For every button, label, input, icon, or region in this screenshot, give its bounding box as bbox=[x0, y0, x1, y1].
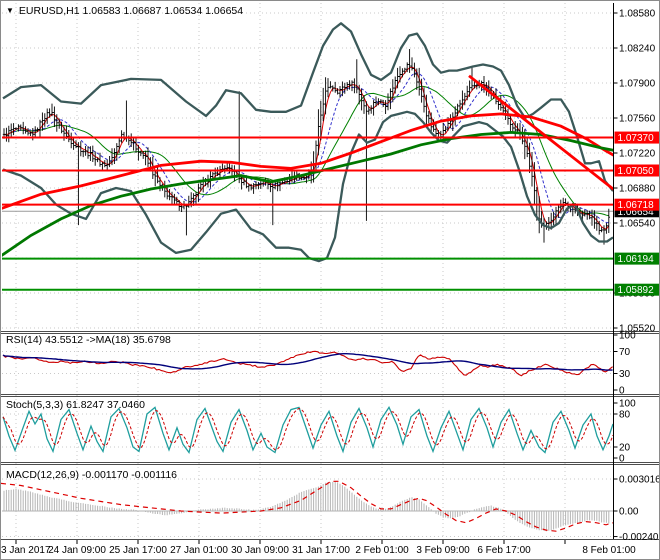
panel-separators[interactable] bbox=[1, 331, 660, 540]
bollinger-lower bbox=[2, 110, 613, 263]
axes: 1.08580 1.08240 1.07900 1.07560 1.07220 1.068… bbox=[1, 9, 660, 556]
stoch-scale-80: 80 bbox=[619, 410, 631, 421]
macd-scale-0.003016: 0.003016 bbox=[619, 475, 660, 486]
price-label-1.05520: 1.05520 bbox=[619, 324, 656, 335]
svg-text:1.06654: 1.06654 bbox=[618, 207, 655, 218]
macd-signal-line bbox=[1, 480, 614, 532]
chart-title: ▼ EURUSD,H1 1.06583 1.06687 1.06534 1.06… bbox=[6, 5, 243, 17]
time-label: 30 Jan 09:00 bbox=[231, 545, 289, 556]
time-label: 3 Feb 09:00 bbox=[416, 545, 470, 556]
symbol-dropdown-icon[interactable]: ▼ bbox=[6, 6, 14, 15]
hline-badge-1.07050 bbox=[614, 164, 659, 177]
rsi-scale-70: 70 bbox=[619, 347, 631, 358]
price-label-1.08580: 1.08580 bbox=[619, 9, 656, 20]
time-label: 24 Jan 09:00 bbox=[48, 545, 106, 556]
time-label: 31 Jan 17:00 bbox=[292, 545, 350, 556]
hline-badge-1.05892 bbox=[614, 283, 659, 296]
svg-text:1.07370: 1.07370 bbox=[618, 133, 655, 144]
stoch-pane bbox=[2, 406, 614, 455]
price-label-1.07220: 1.07220 bbox=[619, 149, 656, 160]
price-label-1.06540: 1.06540 bbox=[619, 219, 656, 230]
bollinger-upper bbox=[2, 22, 613, 192]
rsi-scale-0: 0 bbox=[619, 386, 625, 397]
price-label-1.06880: 1.06880 bbox=[619, 184, 656, 195]
time-label: 23 Jan 2017 bbox=[1, 545, 51, 556]
svg-text:1.05892: 1.05892 bbox=[618, 285, 655, 296]
hline-badge-1.06718 bbox=[614, 198, 659, 211]
rsi-ma-line bbox=[2, 353, 613, 371]
main-chart bbox=[2, 22, 613, 291]
hline-badge-1.07370 bbox=[614, 131, 659, 144]
time-label: 25 Jan 17:00 bbox=[109, 545, 167, 556]
rsi-pane bbox=[2, 350, 613, 377]
svg-text:1.07050: 1.07050 bbox=[618, 166, 655, 177]
time-label: 27 Jan 01:00 bbox=[170, 545, 228, 556]
stoch-scale-100: 100 bbox=[619, 399, 636, 410]
macd-pane bbox=[1, 480, 614, 532]
rsi-label: RSI(14) 43.5512 ->MA(18) 35.6798 bbox=[6, 334, 171, 346]
stoch-k-line bbox=[2, 406, 614, 455]
svg-text:1.06718: 1.06718 bbox=[618, 200, 655, 211]
stoch-scale-0: 0 bbox=[619, 454, 625, 465]
hline-badge-1.06194 bbox=[614, 252, 659, 265]
time-label: 2 Feb 01:00 bbox=[355, 545, 409, 556]
grid bbox=[2, 3, 613, 539]
macd-label: MACD(12,26,9) -0.001170 -0.001116 bbox=[6, 469, 178, 481]
ma-green-slow bbox=[2, 130, 613, 257]
symbol-ohlc-title: EURUSD,H1 1.06583 1.06687 1.06534 1.0665… bbox=[18, 5, 244, 17]
price-label-1.07900: 1.07900 bbox=[619, 79, 656, 90]
rsi-scale-100: 100 bbox=[619, 331, 636, 342]
stoch-label: Stoch(5,3,3) 61.8247 37.0460 bbox=[6, 399, 145, 411]
macd-scale--0.002409: -0.002409 bbox=[619, 532, 660, 543]
time-label: 8 Feb 01:00 bbox=[582, 545, 636, 556]
time-label: 6 Feb 17:00 bbox=[477, 545, 531, 556]
stoch-scale-20: 20 bbox=[619, 443, 631, 454]
macd-scale-0.00: 0.00 bbox=[619, 507, 639, 518]
price-label-1.07560: 1.07560 bbox=[619, 114, 656, 125]
svg-text:1.06194: 1.06194 bbox=[618, 254, 655, 265]
ma-red-slow bbox=[2, 112, 613, 210]
macd-histogram bbox=[3, 481, 610, 532]
rsi-scale-30: 30 bbox=[619, 369, 631, 380]
price-label-1.08240: 1.08240 bbox=[619, 44, 656, 55]
